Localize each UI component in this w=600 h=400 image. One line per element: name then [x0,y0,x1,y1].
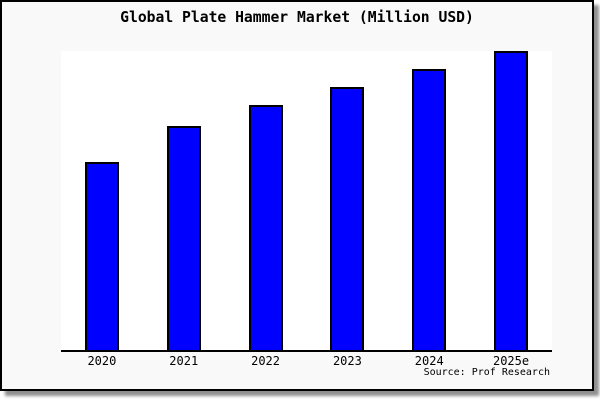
bar-2024 [412,68,447,350]
bar-slot-2024 [388,51,470,350]
bar-slot-2022 [225,51,307,350]
bar-2025e [494,51,529,350]
bar-2022 [248,104,283,350]
chart-card: Global Plate Hammer Market (Million USD)… [0,0,594,391]
bar-2020 [84,161,119,350]
plot-area [61,51,552,352]
bar-2023 [330,86,365,350]
bar-2021 [166,125,201,350]
bar-slot-2020 [61,51,143,350]
x-tick-label-2025e: 2025e [492,354,530,368]
x-tick-label-2023: 2023 [332,354,362,368]
x-axis-labels: 2020 2021 2022 2023 2024 2025e [61,354,552,368]
source-note: Source: Prof Research [423,367,550,378]
bar-slot-2025e [470,51,552,350]
bar-slot-2021 [143,51,225,350]
x-tick-label-2020: 2020 [87,354,117,368]
bar-slot-2023 [306,51,388,350]
chart-title: Global Plate Hammer Market (Million USD) [120,9,474,26]
x-tick-label-2024: 2024 [414,354,444,368]
x-tick-label-2021: 2021 [169,354,199,368]
bars-container [61,51,552,350]
x-tick-label-2022: 2022 [251,354,281,368]
